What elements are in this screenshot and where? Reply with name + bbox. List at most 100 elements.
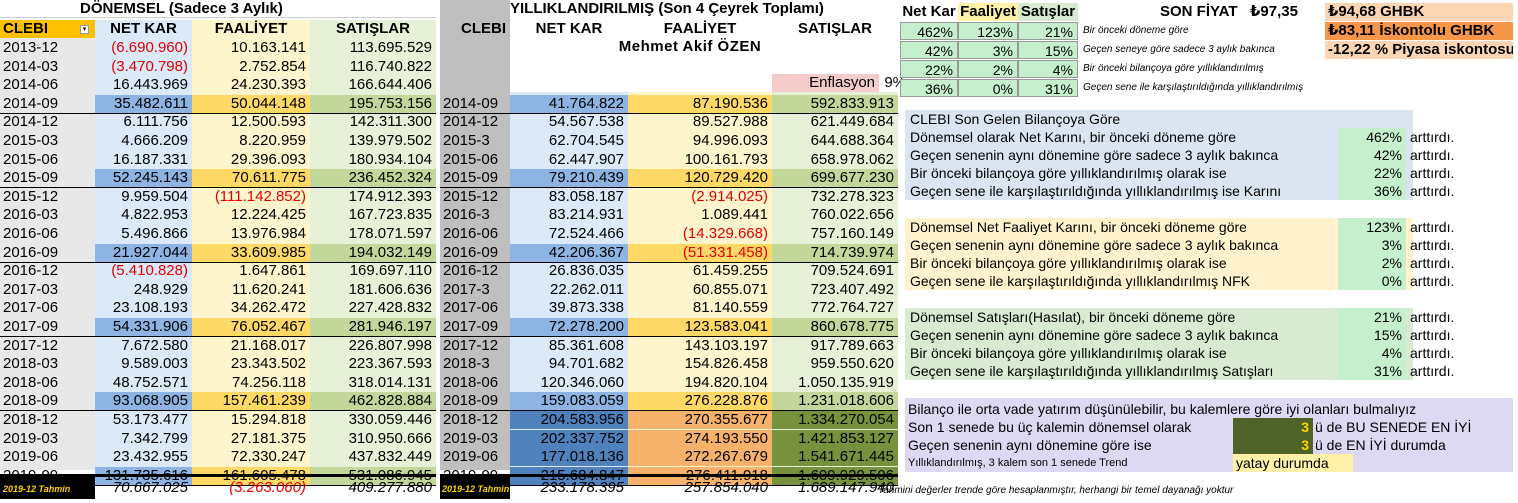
panel-row-pct: 123% — [1366, 219, 1402, 235]
left-row-date: 2018-06 — [3, 374, 59, 391]
left-row-satislar: 139.979.502 — [348, 132, 432, 149]
right-row-satislar: 917.789.663 — [810, 337, 894, 354]
inflation-label-bg — [772, 74, 879, 92]
right-row-faaliyet: (14.329.668) — [682, 225, 768, 242]
panel-row-status: arttırdı. — [1410, 237, 1455, 253]
left-row-satislar: 310.950.666 — [348, 430, 432, 447]
left-row-date: 2016-09 — [3, 244, 59, 261]
left-header-clebi[interactable]: CLEBI ▾ — [0, 20, 95, 38]
panel-final-line4-tail: yatay durumda — [1236, 455, 1329, 471]
dropdown-arrow-icon[interactable]: ▾ — [80, 25, 89, 34]
left-row-netkar: 93.068.905 — [112, 392, 188, 409]
right-year-separator — [440, 187, 898, 188]
right-row-netkar: 54.567.538 — [548, 113, 624, 130]
left-forecast-label: 2019-12 Tahmin — [3, 484, 71, 494]
left-row-faaliyet: 74.256.118 — [232, 374, 306, 391]
panel-final-line3-tail: ü de EN İYİ durumda — [1315, 437, 1446, 453]
left-row-satislar: 223.367.593 — [348, 355, 432, 372]
panel-row-pct-bg — [1338, 308, 1406, 326]
left-forecast-satislar: 409.277.880 — [348, 479, 432, 496]
right-row-date: 2018-09 — [443, 392, 499, 409]
panel-row-text: Geçen sene ile karşılaştırıldığında yıll… — [910, 183, 1282, 199]
panel-row-pct: 22% — [1373, 165, 1402, 181]
left-row-highlight-netkar — [95, 169, 192, 187]
panel-row-text: Geçen senenin aynı dönemine göre sadece … — [910, 327, 1279, 343]
panel-row-pct-bg — [1338, 218, 1406, 236]
panel-row-pct: 0% — [1381, 273, 1402, 289]
right-row-faaliyet: 123.583.041 — [684, 318, 768, 335]
left-row-satislar: 318.014.131 — [348, 374, 432, 391]
left-row-satislar: 462.828.884 — [348, 392, 432, 409]
summary-faaliyet-pct: 123% — [958, 22, 1018, 40]
summary-row-label: Bir önceki bilançoya göre yıllıklandırıl… — [1083, 63, 1264, 74]
iskontolu-ghbk-value: ₺83,11 İskontolu GHBK — [1325, 22, 1513, 40]
left-table-title: DÖNEMSEL (Sadece 3 Aylık) — [80, 0, 283, 17]
left-row-faaliyet: 10.163.141 — [230, 39, 306, 56]
summary-row-bg — [900, 41, 1078, 59]
left-row-netkar: 9.959.504 — [121, 188, 188, 205]
left-row-highlight-faaliyet — [192, 169, 310, 187]
right-row-date: 2017-09 — [443, 318, 499, 335]
right-row-highlight-satis — [772, 95, 898, 113]
right-row-faaliyet: 194.820.104 — [684, 374, 768, 391]
panel-row-pct-bg — [1338, 326, 1406, 344]
summary-header-satislar: Satışlar — [1018, 3, 1078, 21]
right-year-separator — [440, 410, 898, 411]
right-row-satislar: 860.678.775 — [810, 318, 894, 335]
summary-row-bg — [900, 60, 1078, 78]
right-row-date: 2015-06 — [443, 151, 499, 168]
left-forecast-label-cell: 2019-12 Tahmin — [0, 477, 95, 499]
left-row-faaliyet: 157.461.239 — [222, 392, 306, 409]
right-row-satislar: 732.278.323 — [810, 188, 894, 205]
right-row-highlight-netkar — [510, 244, 628, 262]
left-year-separator — [0, 113, 436, 114]
right-row-netkar: 83.058.187 — [548, 188, 624, 205]
right-row-netkar: 83.214.931 — [548, 206, 624, 223]
panel-row-pct-bg — [1338, 128, 1406, 146]
left-row-faaliyet: 23.343.502 — [230, 355, 306, 372]
panel-row-pct-bg — [1338, 272, 1406, 290]
panel-row-pct: 2% — [1381, 255, 1402, 271]
right-title-row: YILLIKLANDIRILMIŞ (Son 4 Çeyrek Toplamı) — [510, 0, 898, 18]
left-row-date: 2018-09 — [3, 392, 59, 409]
summary-header-faaliyet: Faaliyet — [958, 3, 1018, 21]
left-row-date: 2016-06 — [3, 225, 59, 242]
right-row-netkar: 202.337.752 — [540, 430, 624, 447]
left-row-date: 2017-03 — [3, 281, 59, 298]
left-row-highlight-netkar — [95, 318, 192, 336]
right-row-highlight-netkar — [510, 318, 628, 336]
right-year-separator — [440, 262, 898, 263]
right-row-highlight-faaliyet — [628, 318, 772, 336]
right-row-netkar: 62.704.545 — [548, 132, 624, 149]
panel-row-text: Bir önceki bilançoya göre yıllıklandırıl… — [910, 345, 1227, 361]
right-row-date: 2018-06 — [443, 374, 499, 391]
summary-row-label: Bir önceki döneme göre — [1083, 25, 1189, 36]
panel-row-pct: 3% — [1381, 237, 1402, 253]
panel-row-pct-bg — [1338, 344, 1406, 362]
left-row-highlight-netkar — [95, 392, 192, 410]
panel-final-line3-num: 3 — [1301, 437, 1309, 453]
right-row-trend-netkar — [510, 411, 628, 429]
right-row-netkar: 42.206.367 — [548, 244, 624, 261]
panel-row-status: arttırdı. — [1410, 345, 1455, 361]
left-row-highlight-faaliyet — [192, 244, 310, 262]
left-row-faaliyet: 11.620.241 — [232, 281, 306, 298]
left-row-faaliyet: 50.044.148 — [230, 95, 306, 112]
panel-row-text: Dönemsel Net Faaliyet Karını, bir önceki… — [910, 219, 1247, 235]
right-row-trend-faaliyet — [628, 448, 772, 466]
right-year-separator — [440, 336, 898, 337]
left-row-date: 2013-12 — [3, 39, 59, 56]
right-row-netkar: 177.018.136 — [540, 448, 624, 465]
right-row-satislar: 644.688.364 — [810, 132, 894, 149]
left-row-satislar: 113.695.529 — [349, 39, 432, 56]
left-forecast-netkar: 70.667.025 — [112, 479, 188, 496]
left-row-satislar: 178.071.597 — [348, 225, 432, 242]
left-row-date: 2015-09 — [3, 169, 59, 186]
panel-row-status: arttırdı. — [1410, 219, 1455, 235]
right-row-date: 2018-12 — [443, 411, 499, 428]
piyasa-iskonto-value: -12,22 % Piyasa iskontosu — [1325, 41, 1513, 59]
right-row-highlight-netkar — [510, 169, 628, 187]
left-row-satislar: 330.059.446 — [348, 411, 432, 428]
left-row-faaliyet: 8.220.959 — [239, 132, 306, 149]
right-forecast-satislar: 1.689.147.940 — [798, 479, 894, 496]
